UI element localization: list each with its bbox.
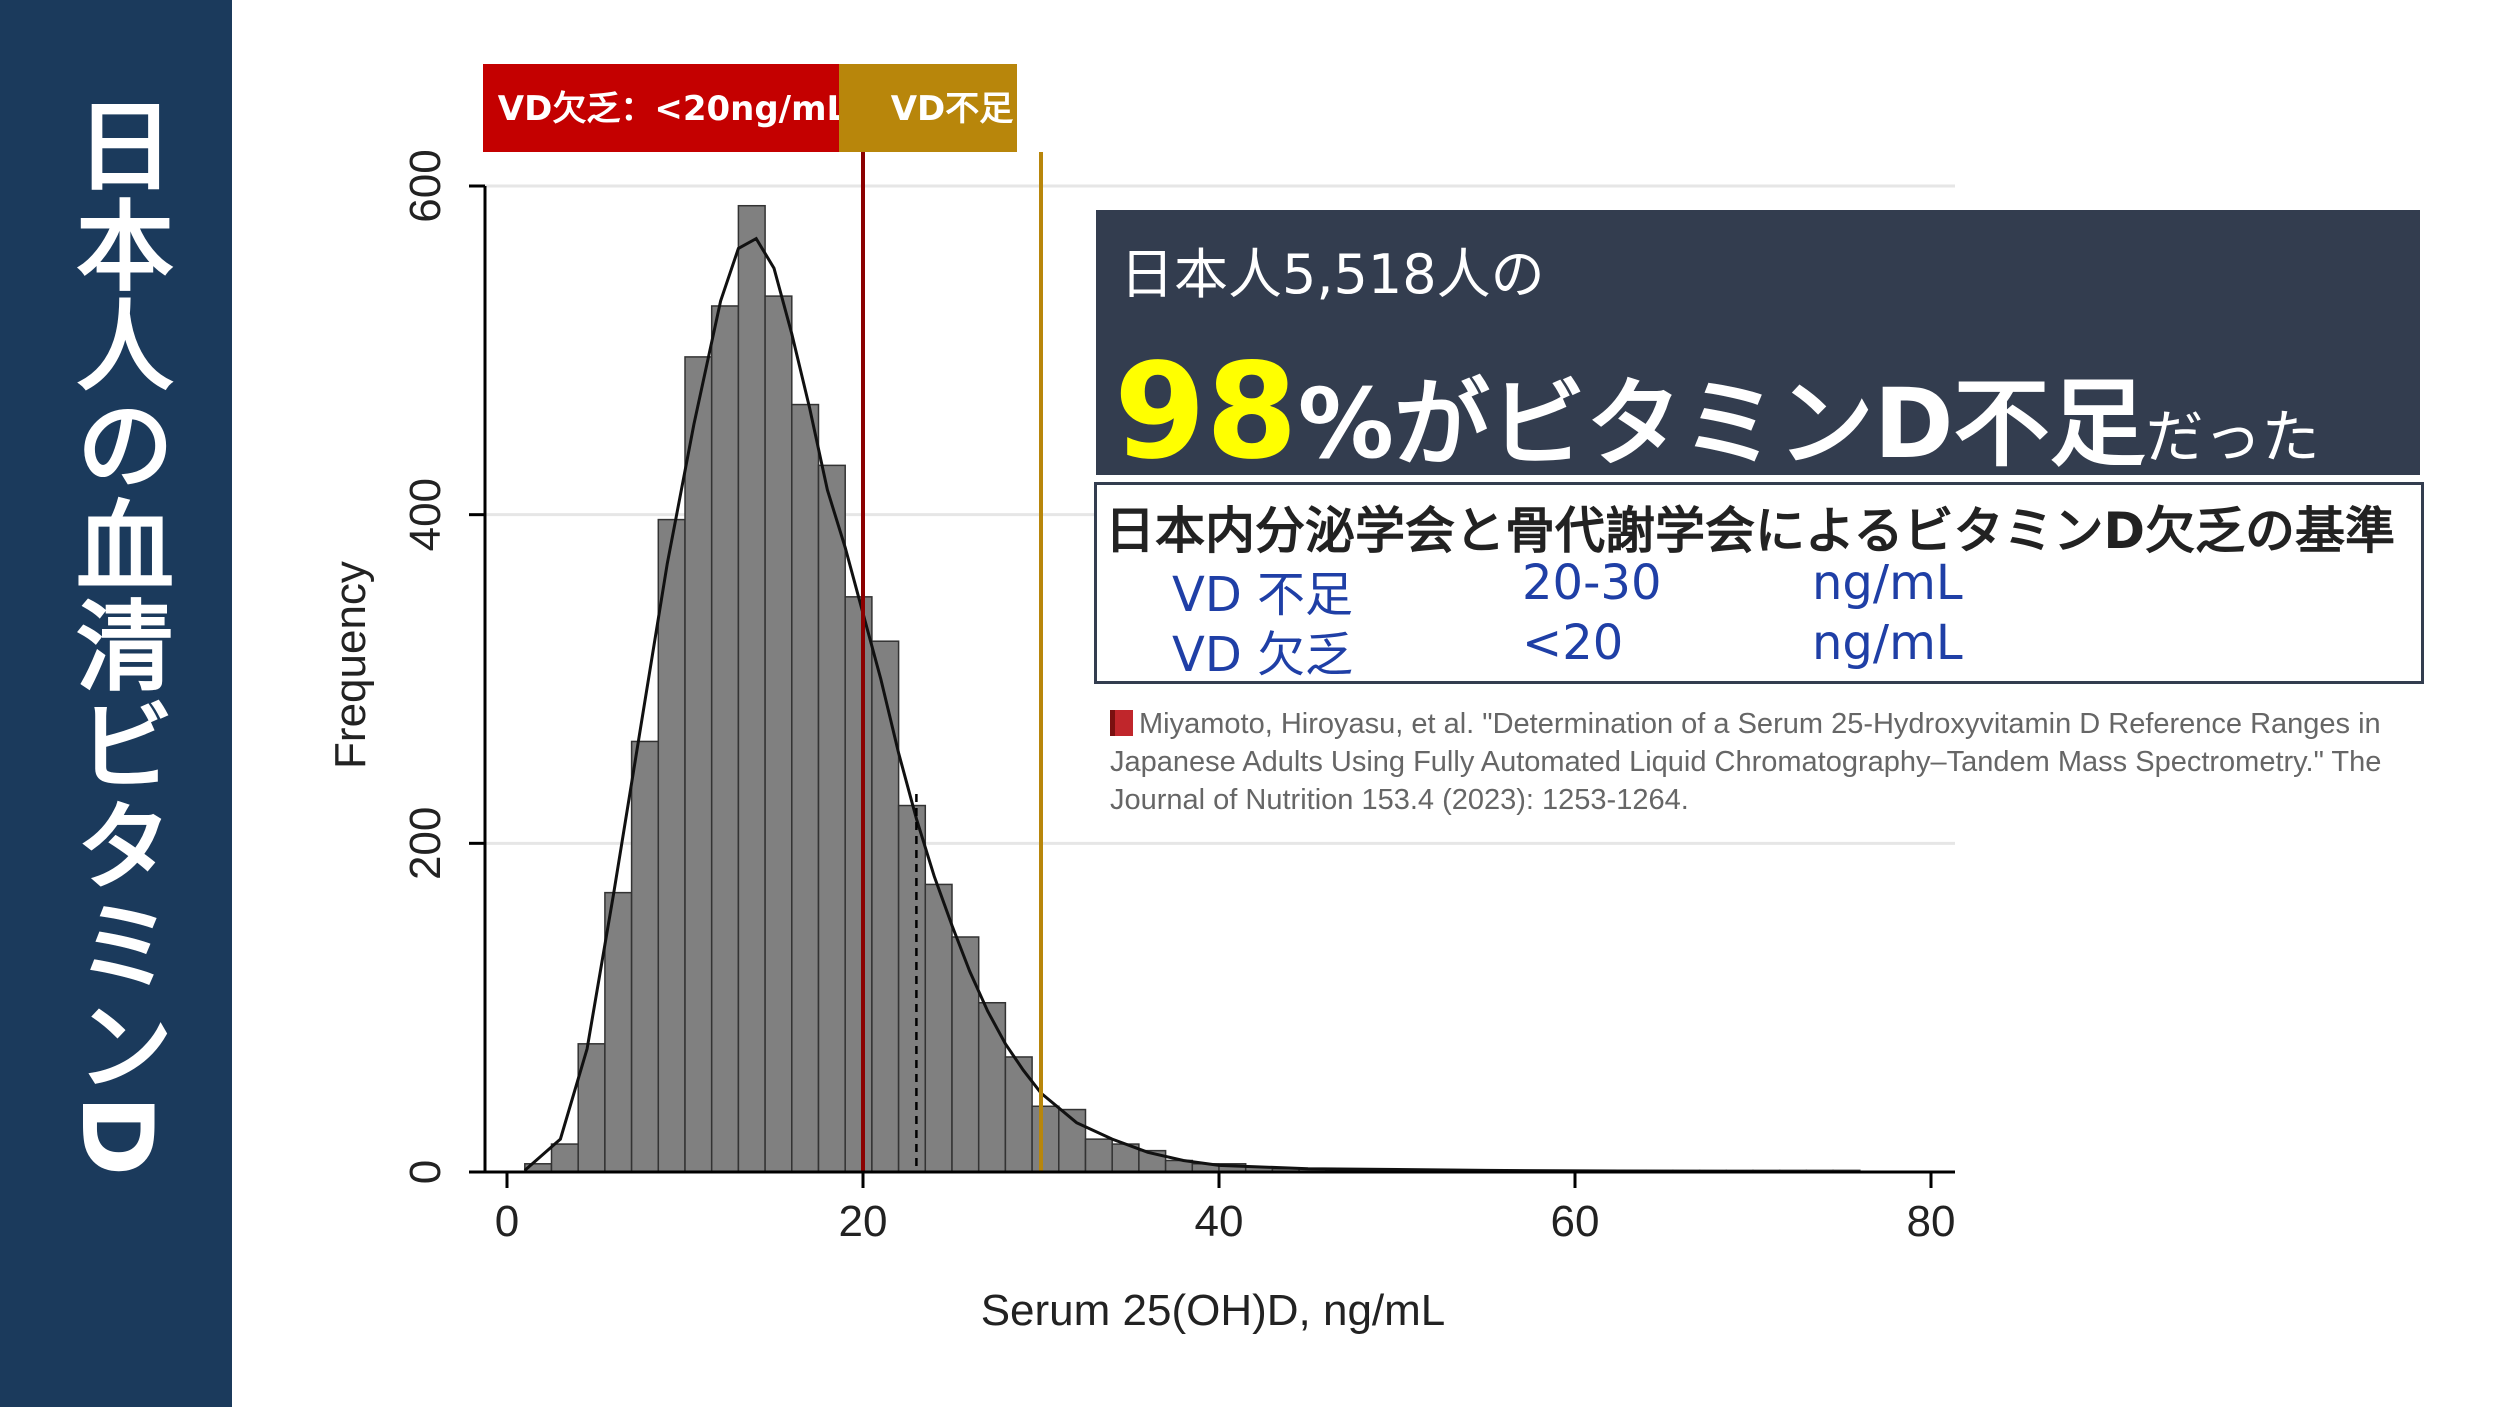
criteria-unit: ng/mL bbox=[1812, 555, 1963, 611]
histogram-bar bbox=[977, 1001, 1007, 1173]
x-axis-title: Serum 25(OH)D, ng/mL bbox=[981, 1286, 1446, 1335]
x-tick-label: 20 bbox=[839, 1197, 888, 1246]
histogram-bar bbox=[924, 883, 953, 1173]
histogram-bar bbox=[844, 596, 873, 1173]
histogram-bar bbox=[710, 305, 740, 1173]
citation: Miyamoto, Hiroyasu, et al. "Determinatio… bbox=[1110, 705, 2410, 819]
annotation-label: VD不足 bbox=[891, 89, 1014, 129]
criteria-range: 20-30 bbox=[1522, 555, 1662, 611]
headline-line1: 日本人5,518人の bbox=[1120, 243, 1545, 306]
y-tick-label: 600 bbox=[401, 149, 450, 222]
annotation-label: VD欠乏：<20ng/mL bbox=[498, 89, 848, 129]
histogram-bar bbox=[684, 356, 713, 1173]
book-icon bbox=[1110, 710, 1133, 736]
histogram-bar bbox=[1031, 1105, 1060, 1173]
histogram-bar bbox=[871, 640, 900, 1173]
density-curve bbox=[523, 236, 1825, 1174]
annotation-band bbox=[483, 64, 863, 152]
headline-line2: 98%がビタミンD不足だった bbox=[1114, 335, 2320, 489]
y-tick-label: 400 bbox=[401, 478, 450, 551]
headline-tail: だった bbox=[2145, 403, 2320, 471]
histogram-bar bbox=[550, 1143, 579, 1173]
histogram-bar bbox=[817, 464, 846, 1173]
criteria-box: 日本内分泌学会と骨代謝学会によるビタミンD欠乏の基準 VD 不足 20-30 n… bbox=[1094, 482, 2424, 684]
sidebar-title: 日本人の血清ビタミンD bbox=[59, 95, 173, 1179]
criteria-unit: ng/mL bbox=[1812, 615, 1963, 671]
x-tick-label: 40 bbox=[1195, 1197, 1244, 1246]
histogram-bar bbox=[1084, 1138, 1113, 1173]
criteria-title: 日本内分泌学会と骨代謝学会によるビタミンD欠乏の基準 bbox=[1105, 502, 2396, 560]
headline-box: 日本人5,518人の 98%がビタミンD不足だった bbox=[1096, 210, 2420, 489]
sidebar-title-wrap: 日本人の血清ビタミンD bbox=[0, 95, 232, 1345]
x-tick-label: 0 bbox=[495, 1197, 519, 1246]
y-axis-title: Frequency bbox=[326, 561, 375, 769]
x-tick-label: 60 bbox=[1551, 1197, 1600, 1246]
y-tick-label: 200 bbox=[401, 807, 450, 880]
y-tick-label: 0 bbox=[401, 1160, 450, 1184]
histogram-bar bbox=[791, 403, 820, 1173]
histogram-bar bbox=[657, 518, 686, 1173]
histogram-bar bbox=[764, 295, 793, 1173]
histogram-bar bbox=[897, 804, 927, 1173]
criteria-label: VD 欠乏 bbox=[1172, 627, 1354, 683]
criteria-label: VD 不足 bbox=[1172, 567, 1354, 623]
x-tick-label: 80 bbox=[1907, 1197, 1956, 1246]
citation-text: Miyamoto, Hiroyasu, et al. "Determinatio… bbox=[1110, 708, 2382, 816]
annotation-band bbox=[839, 64, 1017, 152]
criteria-range: <20 bbox=[1522, 615, 1624, 671]
headline-main: %がビタミンD不足 bbox=[1297, 368, 2146, 480]
histogram-bar bbox=[630, 740, 660, 1173]
histogram-bar bbox=[604, 891, 633, 1173]
histogram-bar bbox=[737, 204, 766, 1173]
headline-percent: 98 bbox=[1114, 335, 1298, 489]
histogram-bar bbox=[951, 936, 980, 1173]
sidebar: 日本人の血清ビタミンD bbox=[0, 0, 232, 1407]
